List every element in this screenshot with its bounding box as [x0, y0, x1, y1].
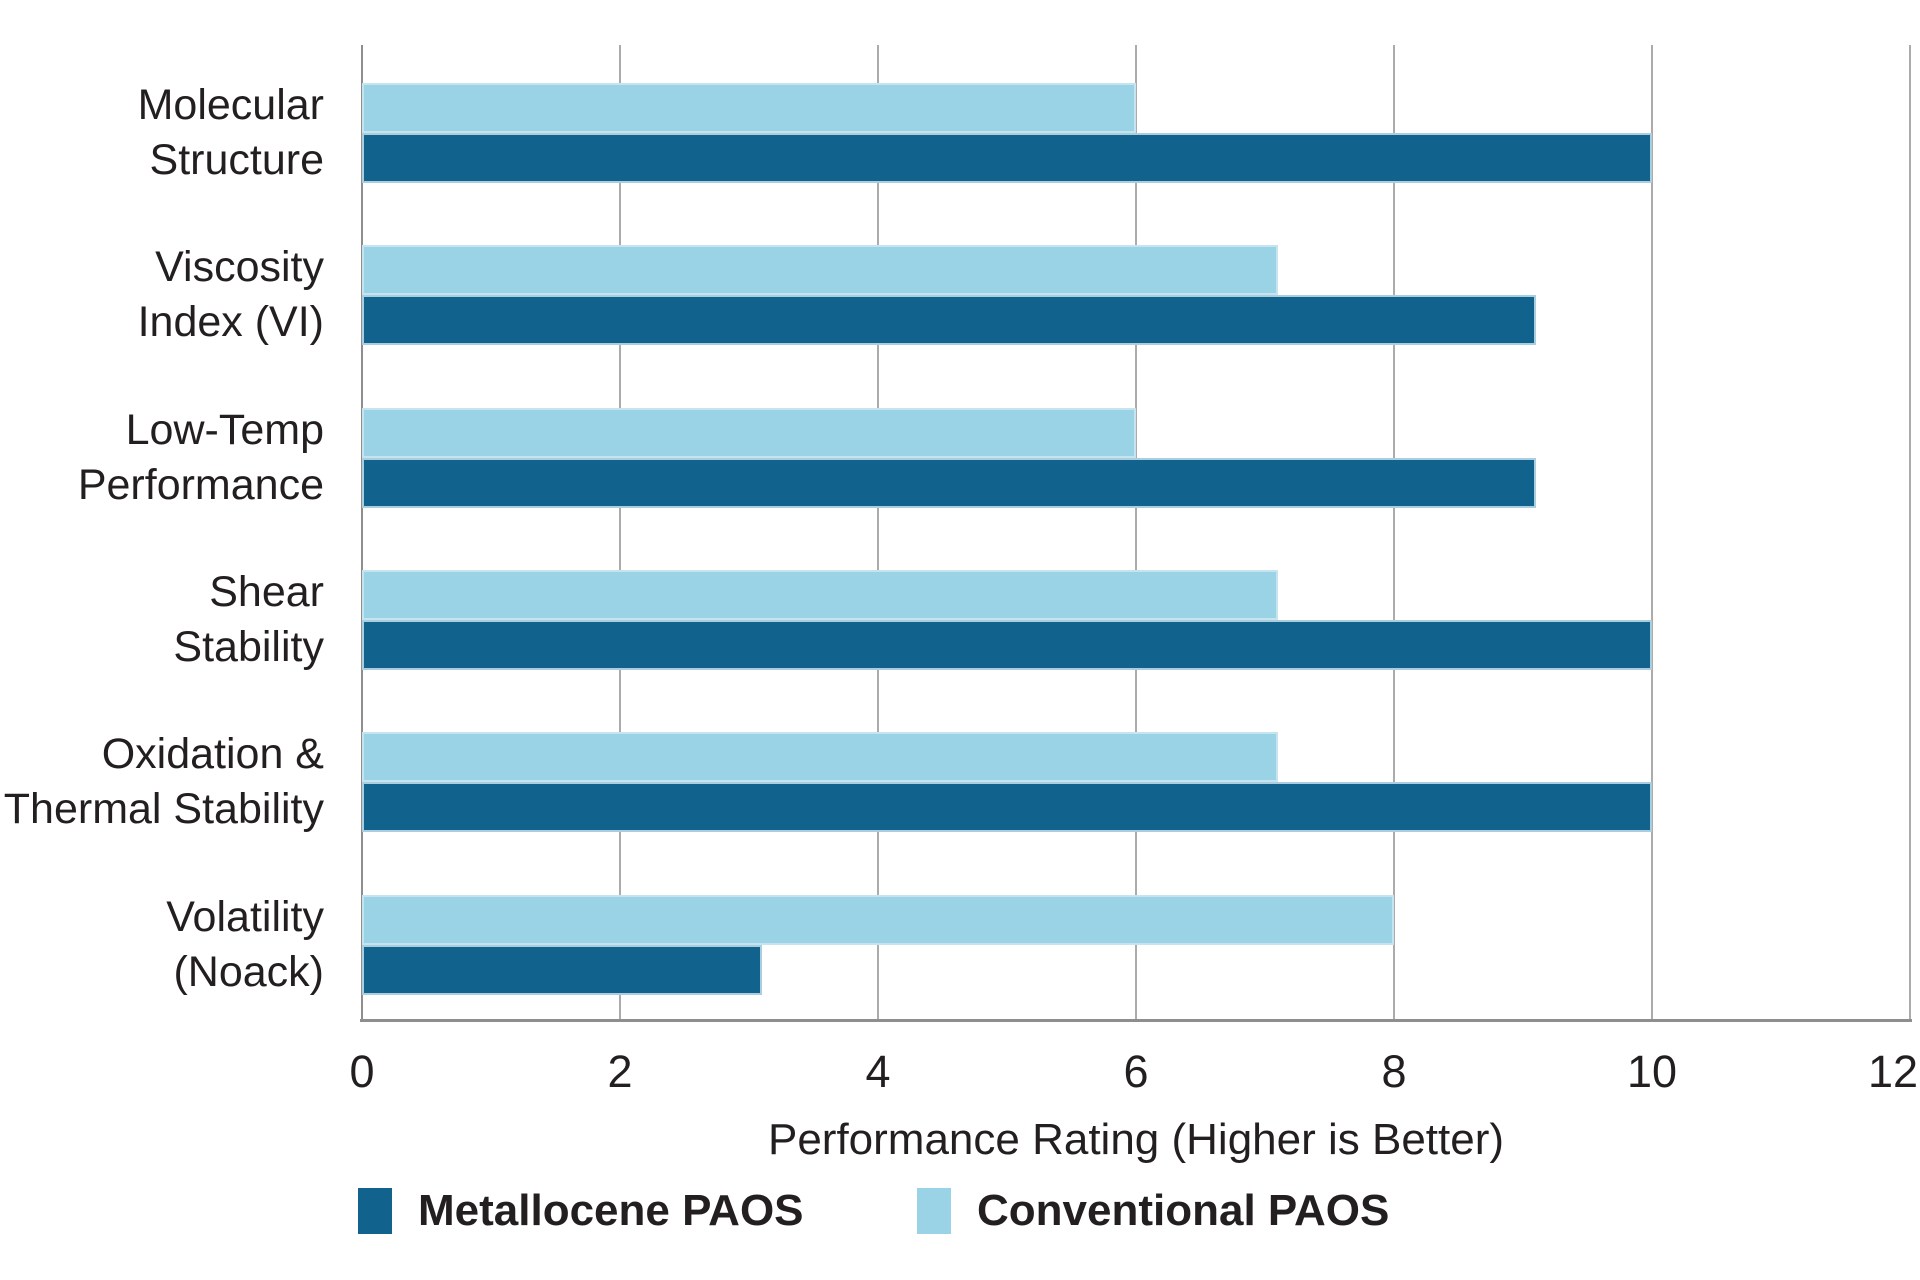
- category-label-line: Volatility: [166, 893, 324, 941]
- category-label: Low-Temp Performance: [0, 403, 324, 513]
- category-label: Shear Stability: [0, 565, 324, 675]
- category-label-line: Performance: [77, 461, 324, 509]
- bar-conventional-paos: [362, 408, 1136, 458]
- legend-item: Conventional PAOS: [917, 1186, 1389, 1236]
- bar-metallocene-paos: [362, 945, 762, 995]
- legend-swatch: [917, 1188, 951, 1234]
- x-tick-label: 0: [349, 1046, 375, 1097]
- bar-metallocene-paos: [362, 620, 1652, 670]
- x-tick-label: 12: [1867, 1046, 1919, 1097]
- bar-conventional-paos: [362, 732, 1278, 782]
- category-label-line: Thermal Stability: [3, 785, 324, 833]
- gridline: [619, 45, 621, 1019]
- x-axis-title: Performance Rating (Higher is Better): [767, 1115, 1505, 1164]
- category-label-line: Stability: [173, 623, 324, 671]
- bar-metallocene-paos: [362, 133, 1652, 183]
- bar-conventional-paos: [362, 570, 1278, 620]
- gridline: [1651, 45, 1653, 1019]
- category-label-line: Oxidation &: [101, 730, 324, 778]
- bar-conventional-paos: [362, 245, 1278, 295]
- legend-swatch: [358, 1188, 392, 1234]
- category-label-line: Shear: [209, 568, 324, 616]
- gridline: [1909, 45, 1911, 1019]
- bar-metallocene-paos: [362, 782, 1652, 832]
- bar-metallocene-paos: [362, 458, 1536, 508]
- category-label-line: Molecular: [137, 81, 324, 129]
- gridline: [1135, 45, 1137, 1019]
- category-label: Molecular Structure: [0, 78, 324, 188]
- y-axis-line: [361, 45, 363, 1019]
- category-label-line: Viscosity: [155, 243, 324, 291]
- legend-label: Metallocene PAOS: [418, 1186, 804, 1235]
- x-tick-label: 4: [865, 1046, 891, 1097]
- category-label-line: Low-Temp: [125, 406, 324, 454]
- x-tick-label: 8: [1381, 1046, 1407, 1097]
- legend-label: Conventional PAOS: [977, 1186, 1390, 1235]
- bar-metallocene-paos: [362, 295, 1536, 345]
- x-tick-label: 10: [1626, 1046, 1678, 1097]
- category-label: Volatility (Noack): [0, 890, 324, 1000]
- bar-conventional-paos: [362, 895, 1394, 945]
- category-label-line: Structure: [149, 136, 324, 184]
- category-label-line: Index (VI): [137, 298, 324, 346]
- category-label: Oxidation & Thermal Stability: [0, 727, 324, 837]
- x-tick-label: 6: [1123, 1046, 1149, 1097]
- x-tick-label: 2: [607, 1046, 633, 1097]
- plot-area: [361, 45, 1911, 1019]
- gridline: [877, 45, 879, 1019]
- gridline: [1393, 45, 1395, 1019]
- x-axis-line: [360, 1019, 1912, 1022]
- bar-conventional-paos: [362, 83, 1136, 133]
- legend-item: Metallocene PAOS: [358, 1186, 804, 1236]
- category-label-line: (Noack): [173, 948, 324, 996]
- category-label: Viscosity Index (VI): [0, 240, 324, 350]
